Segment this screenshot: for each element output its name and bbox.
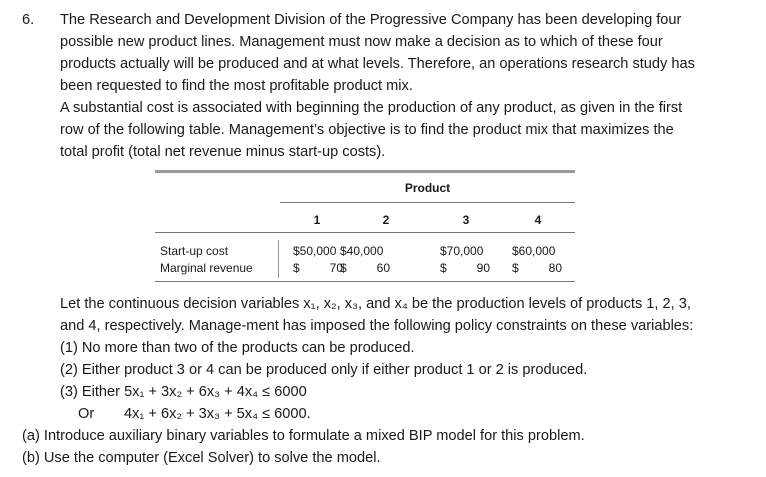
table-cell: 70 <box>329 261 343 275</box>
or-word: Or <box>78 406 95 422</box>
text-line: products actually will be produced and a… <box>60 56 695 72</box>
table-cell-currency: $ <box>340 261 347 275</box>
text-line: and 4, respectively. Manage-ment has imp… <box>60 318 694 334</box>
table-rule <box>280 202 575 203</box>
question: (a) Introduce auxiliary binary variables… <box>22 428 585 444</box>
text-line: row of the following table. Management’s… <box>60 122 674 138</box>
table-rule <box>155 170 575 173</box>
table-cell-currency: $ <box>293 261 300 275</box>
table-rule <box>278 240 279 278</box>
column-header: 1 <box>313 213 321 227</box>
text-line: been requested to find the most profitab… <box>60 78 413 94</box>
table-cell: 90 <box>476 261 490 275</box>
problem-number: 6. <box>22 12 35 28</box>
table-cell-currency: $ <box>512 261 519 275</box>
column-header: 3 <box>462 213 470 227</box>
table-cell: $40,000 <box>340 244 384 258</box>
text-line: (1) No more than two of the products can… <box>60 340 415 356</box>
table-cell: 80 <box>548 261 562 275</box>
table-rule <box>155 281 575 282</box>
text-line: Let the continuous decision variables x₁… <box>60 296 691 312</box>
constraint: 4x₁ + 6x₂ + 3x₃ + 5x₄ ≤ 6000. <box>124 406 311 422</box>
text-line: The Research and Development Division of… <box>60 12 682 28</box>
table-cell: $50,000 <box>293 244 337 258</box>
column-header: 4 <box>534 213 542 227</box>
table-header: Product <box>404 181 451 195</box>
text-line: possible new product lines. Management m… <box>60 34 663 50</box>
text-line: total profit (total net revenue minus st… <box>60 144 386 160</box>
table-cell: $70,000 <box>440 244 484 258</box>
row-label: Start-up cost <box>160 244 229 258</box>
column-header: 2 <box>382 213 390 227</box>
text-line: (2) Either product 3 or 4 can be produce… <box>60 362 588 378</box>
table-cell-currency: $ <box>440 261 447 275</box>
table-rule <box>155 232 575 233</box>
question: (b) Use the computer (Excel Solver) to s… <box>22 450 381 466</box>
row-label: Marginal revenue <box>160 261 253 275</box>
table-cell: 60 <box>376 261 390 275</box>
text-line: (3) Either 5x₁ + 3x₂ + 6x₃ + 4x₄ ≤ 6000 <box>60 384 307 400</box>
table-cell: $60,000 <box>512 244 556 258</box>
text-line: A substantial cost is associated with be… <box>60 100 683 116</box>
